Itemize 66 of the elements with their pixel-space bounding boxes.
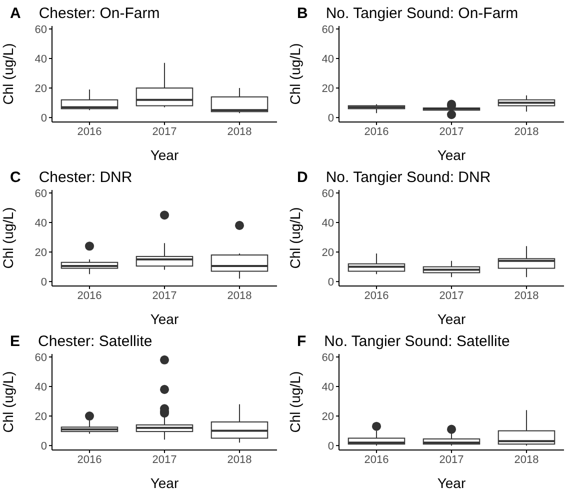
y-tick-label: 40 — [34, 381, 47, 394]
x-tick-label: 2017 — [152, 290, 177, 302]
x-tick-label: 2016 — [364, 126, 389, 138]
chart-title: No. Tangier Sound: DNR — [326, 169, 491, 186]
y-tick-label: 20 — [34, 246, 47, 259]
x-tick-label: 2016 — [77, 126, 102, 138]
y-tick-label: 40 — [322, 53, 334, 66]
x-tick-label: 2016 — [364, 454, 389, 466]
y-tick-label: 20 — [34, 410, 47, 423]
x-tick-label: 2018 — [514, 290, 539, 302]
y-tick-label: 0 — [328, 440, 334, 452]
y-axis-title: Chl (ug/L) — [0, 207, 16, 269]
y-tick-label: 60 — [322, 352, 334, 364]
y-tick-label: 60 — [322, 24, 334, 36]
y-tick-label: 20 — [34, 82, 47, 95]
x-axis-title: Year — [437, 147, 466, 163]
y-tick-label: 60 — [34, 352, 47, 364]
x-tick-label: 2016 — [77, 290, 102, 302]
y-tick-label: 0 — [328, 276, 334, 288]
x-tick-label: 2017 — [152, 454, 177, 466]
y-tick-label: 60 — [34, 24, 47, 36]
text: A — [10, 5, 21, 22]
y-axis-title: Chl (ug/L) — [286, 43, 303, 105]
y-tick-label: 0 — [40, 112, 47, 124]
y-tick-label: 20 — [322, 410, 334, 423]
y-tick-label: 20 — [322, 82, 334, 95]
text: E — [10, 333, 20, 350]
x-tick-label: 2018 — [227, 454, 252, 466]
y-tick-label: 20 — [322, 246, 334, 259]
x-axis-title: Year — [150, 147, 179, 163]
x-tick-label: 2016 — [77, 454, 102, 466]
text: B — [297, 5, 308, 22]
y-tick-label: 60 — [34, 188, 47, 200]
x-tick-label: 2018 — [514, 126, 539, 138]
y-tick-label: 40 — [322, 381, 334, 394]
x-axis-title: Year — [437, 475, 466, 491]
x-axis-title: Year — [437, 311, 466, 327]
text: F — [297, 333, 306, 350]
x-tick-label: 2018 — [227, 290, 252, 302]
x-axis-title: Year — [150, 475, 179, 491]
x-tick-label: 2017 — [439, 454, 464, 466]
chart-title: Chester: Satellite — [38, 333, 152, 350]
y-tick-label: 40 — [322, 217, 334, 230]
chart-title: No. Tangier Sound: Satellite — [324, 333, 510, 350]
chart-title: Chester: On-Farm — [38, 5, 160, 22]
x-tick-label: 2018 — [514, 454, 539, 466]
y-tick-label: 0 — [40, 440, 47, 452]
x-tick-label: 2017 — [439, 126, 464, 138]
chart-title: Chester: DNR — [38, 169, 132, 186]
x-tick-label: 2017 — [439, 290, 464, 302]
y-tick-label: 40 — [34, 217, 47, 230]
x-tick-label: 2016 — [364, 290, 389, 302]
chart-title: No. Tangier Sound: On-Farm — [326, 5, 518, 22]
x-tick-label: 2018 — [227, 126, 252, 138]
y-tick-label: 40 — [34, 53, 47, 66]
y-tick-label: 60 — [322, 188, 334, 200]
y-axis-title: Chl (ug/L) — [0, 371, 16, 433]
x-axis-title: Year — [150, 311, 179, 327]
y-tick-label: 0 — [40, 276, 47, 288]
y-axis-title: Chl (ug/L) — [286, 207, 303, 269]
text: D — [297, 169, 308, 186]
text: C — [10, 169, 21, 186]
y-axis-title: Chl (ug/L) — [286, 371, 303, 433]
x-tick-label: 2017 — [152, 126, 177, 138]
y-tick-label: 0 — [328, 112, 334, 124]
y-axis-title: Chl (ug/L) — [0, 43, 16, 105]
